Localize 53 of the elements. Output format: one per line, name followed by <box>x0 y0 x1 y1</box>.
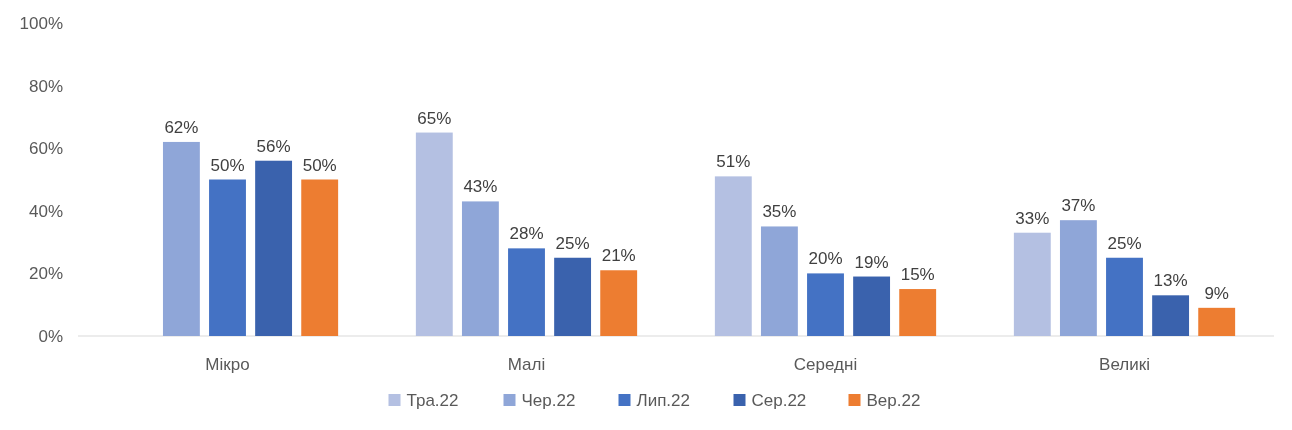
bar <box>899 289 937 336</box>
data-label: 50% <box>210 155 245 175</box>
x-tick-label: Малі <box>507 355 546 374</box>
data-label: 62% <box>164 117 199 137</box>
bar <box>1152 295 1190 336</box>
data-label: 65% <box>417 108 452 128</box>
y-tick-label: 60% <box>28 139 63 159</box>
data-label: 15% <box>900 265 935 285</box>
bar <box>508 248 545 336</box>
bar <box>853 276 891 336</box>
bar <box>415 132 453 336</box>
data-label: 25% <box>1107 233 1142 253</box>
data-label: 51% <box>716 152 751 172</box>
legend-label: Чер.22 <box>521 391 576 410</box>
bar <box>461 201 499 336</box>
data-label: 28% <box>509 224 544 244</box>
bar <box>1013 232 1051 336</box>
data-label: 21% <box>601 246 636 266</box>
bar <box>1059 220 1097 336</box>
bar <box>301 179 339 336</box>
bar <box>714 176 752 336</box>
y-tick-label: 20% <box>28 264 63 284</box>
bar <box>600 270 638 336</box>
x-tick-label: Мікро <box>205 355 250 374</box>
data-label: 25% <box>555 233 590 253</box>
y-tick-label: 40% <box>28 201 63 221</box>
bar <box>162 141 200 336</box>
bar <box>1198 307 1236 336</box>
bar <box>1106 257 1143 336</box>
x-tick-label: Великі <box>1099 355 1150 374</box>
data-label: 33% <box>1015 208 1050 228</box>
data-label: 50% <box>302 155 337 175</box>
y-tick-label: 80% <box>28 76 63 96</box>
data-label: 43% <box>463 177 498 197</box>
data-label: 37% <box>1061 196 1096 216</box>
data-label: 56% <box>256 136 291 156</box>
bar <box>760 226 798 336</box>
bar <box>209 179 246 336</box>
bar <box>807 273 844 336</box>
legend-label: Сер.22 <box>751 391 807 410</box>
data-label: 13% <box>1153 271 1188 291</box>
data-label: 9% <box>1204 283 1229 303</box>
legend-label: Вер.22 <box>866 391 921 410</box>
data-label: 19% <box>854 252 889 272</box>
y-tick-label: 100% <box>19 13 63 33</box>
bar <box>255 160 293 336</box>
legend-label: Лип.22 <box>636 391 690 410</box>
x-tick-label: Середні <box>793 355 858 374</box>
y-tick-label: 0% <box>38 326 63 346</box>
bar <box>554 257 592 336</box>
data-label: 20% <box>808 249 843 269</box>
data-label: 35% <box>762 202 797 222</box>
legend-label: Тра.22 <box>406 391 459 410</box>
